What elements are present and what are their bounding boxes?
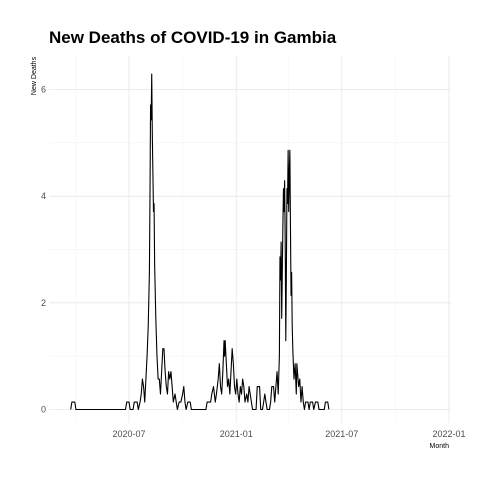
new-deaths-series-line (70, 73, 330, 411)
y-axis-label: New Deaths (31, 56, 38, 95)
y-tick-label: 6 (41, 85, 46, 95)
chart-title: New Deaths of COVID-19 in Gambia (49, 28, 337, 47)
series-layer (70, 73, 330, 411)
tick-labels: 0 2 4 6 2020-07 2021-01 2021-07 2022-01 (41, 85, 466, 440)
y-tick-label: 0 (41, 405, 46, 415)
x-tick-label: 2020-07 (112, 429, 145, 439)
y-tick-label: 2 (41, 298, 46, 308)
x-tick-label: 2021-07 (325, 429, 358, 439)
x-tick-label: 2021-01 (220, 429, 253, 439)
y-tick-label: 4 (41, 191, 46, 201)
x-axis-label: Month (430, 443, 450, 450)
gridlines (49, 56, 451, 423)
x-tick-label: 2022-01 (432, 429, 465, 439)
